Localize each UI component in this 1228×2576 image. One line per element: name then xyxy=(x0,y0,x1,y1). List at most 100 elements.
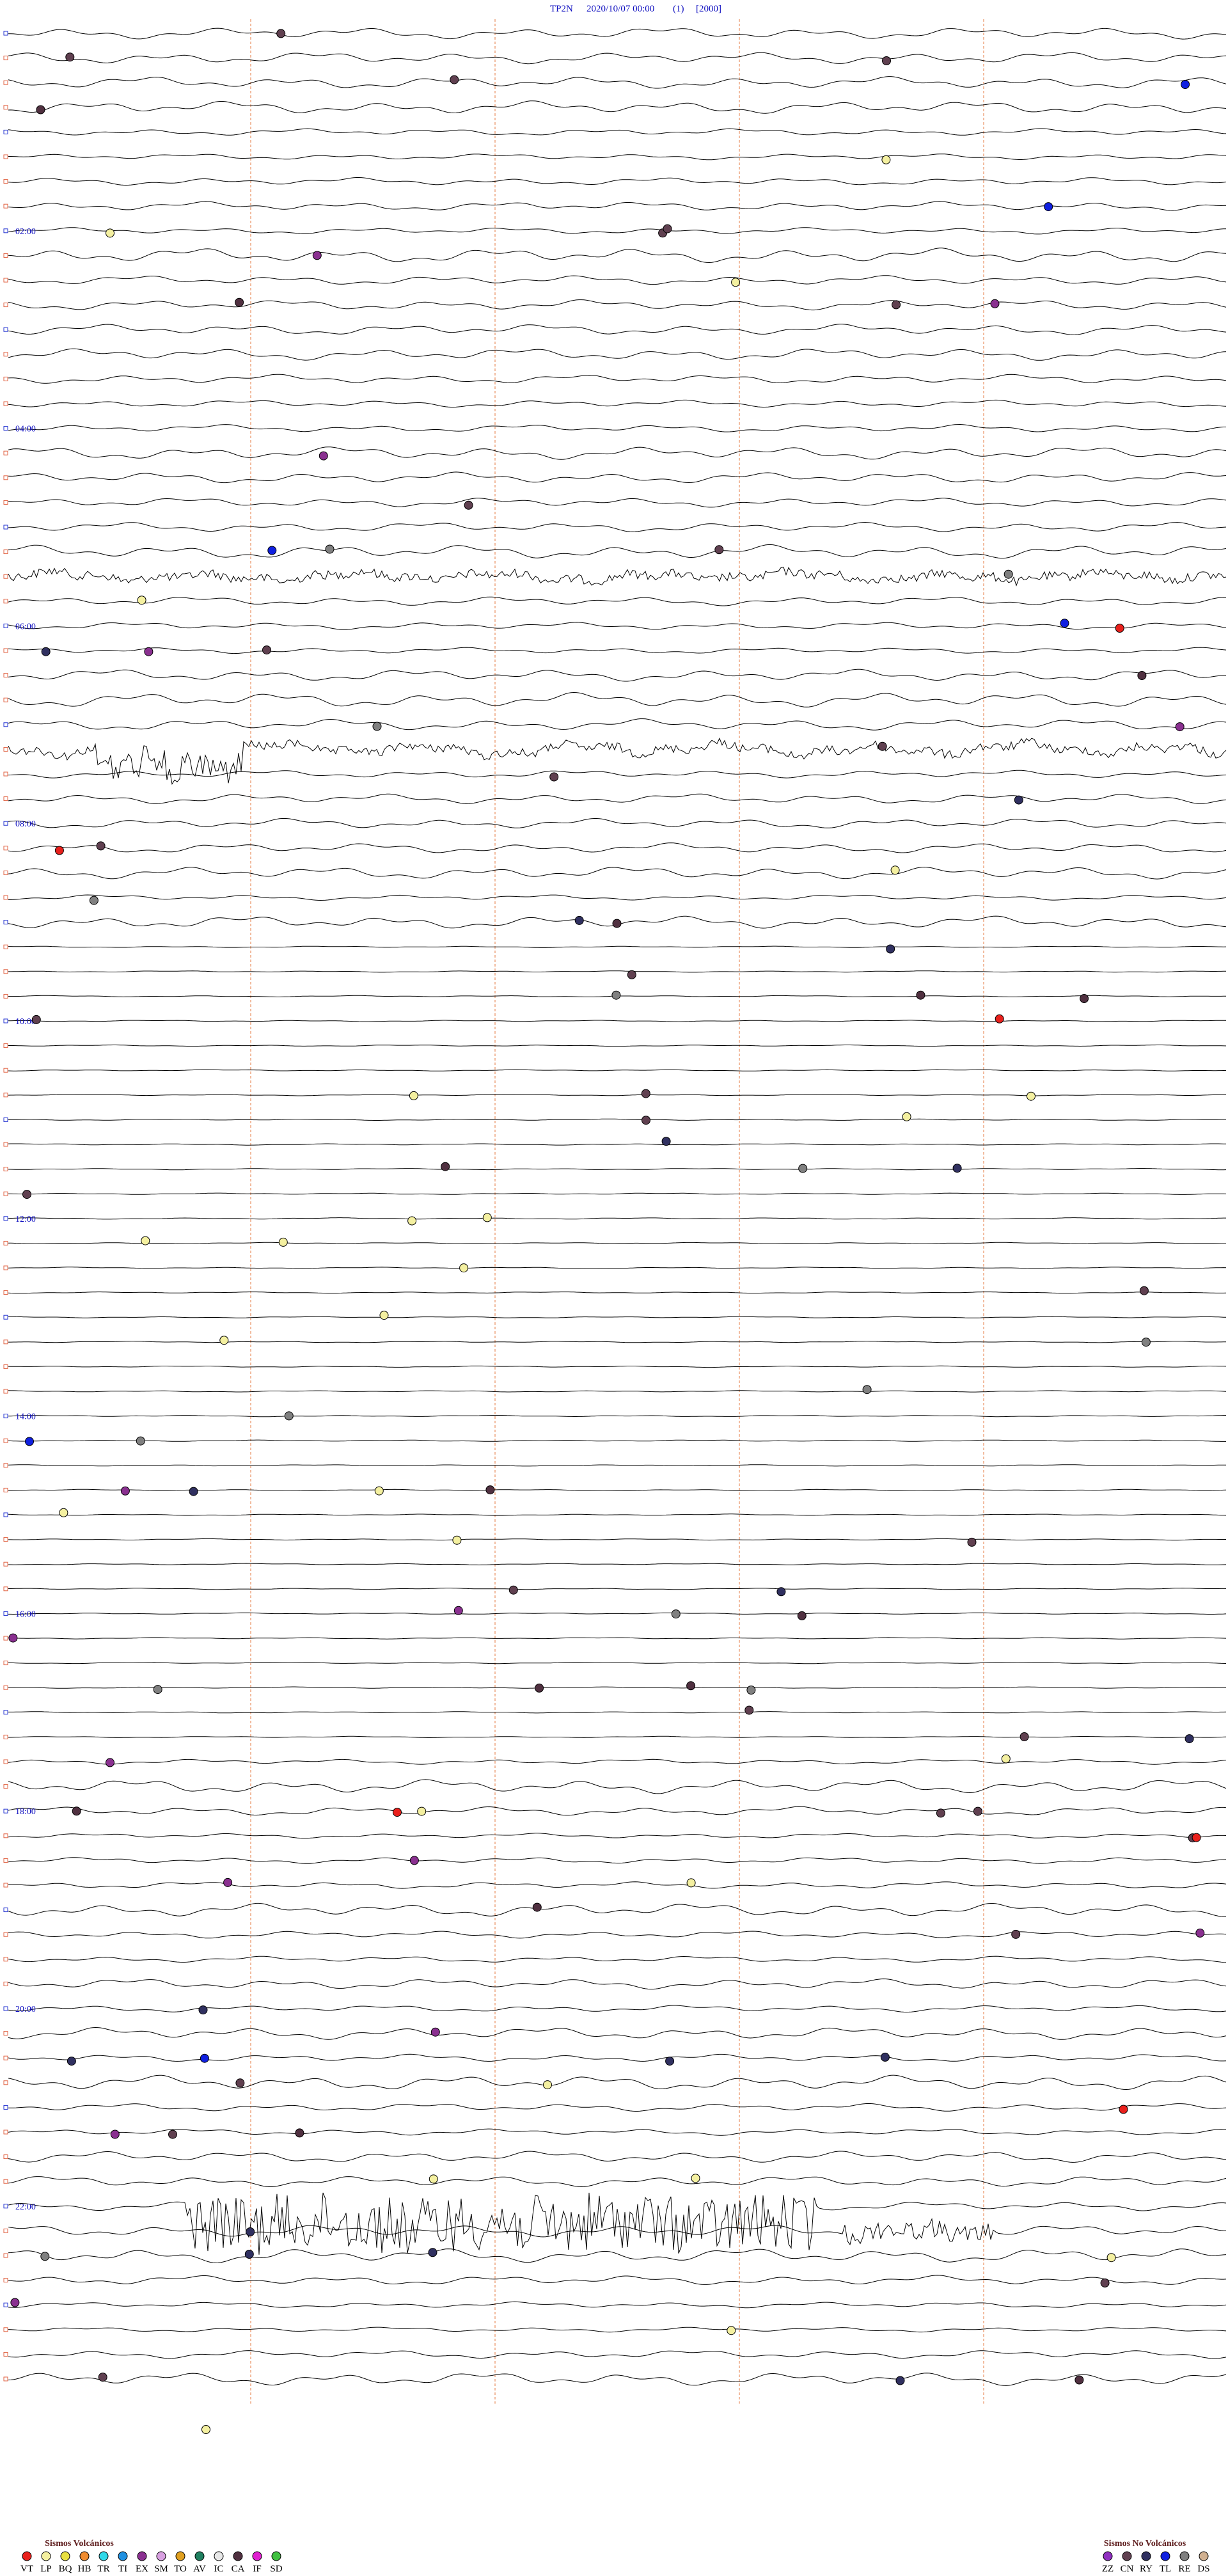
hour-label: 08:00 xyxy=(15,819,36,829)
trace xyxy=(8,2128,1227,2136)
event-marker xyxy=(612,919,622,928)
legend-label: EX xyxy=(136,2564,148,2574)
trace xyxy=(8,2027,1227,2040)
minute-tick xyxy=(3,2105,8,2110)
trace xyxy=(8,1806,1227,1816)
event-marker xyxy=(798,1164,808,1173)
minute-tick xyxy=(3,574,8,579)
trace xyxy=(8,793,1227,804)
event-marker xyxy=(219,1336,229,1345)
minute-tick xyxy=(3,1043,8,1048)
minute-tick xyxy=(3,2253,8,2258)
legend-swatch xyxy=(22,2551,32,2561)
datetime: 2020/10/07 00:00 xyxy=(586,4,654,14)
event-marker xyxy=(189,1487,198,1496)
legend-swatch xyxy=(1179,2551,1190,2561)
event-marker xyxy=(485,1485,495,1495)
event-marker xyxy=(8,1633,18,1643)
trace xyxy=(8,2074,1227,2090)
minute-tick xyxy=(3,2278,8,2283)
minute-tick xyxy=(3,1858,8,1863)
event-marker xyxy=(141,1236,150,1245)
legend-swatch xyxy=(214,2551,224,2561)
trace xyxy=(8,1069,1227,1071)
trace xyxy=(8,275,1227,285)
hour-label: 18:00 xyxy=(15,1807,36,1817)
hour-label: 20:00 xyxy=(15,2005,36,2014)
minute-tick xyxy=(3,303,8,308)
minute-tick xyxy=(3,2154,8,2160)
hour-label: 02:00 xyxy=(15,227,36,237)
minute-tick xyxy=(3,253,8,258)
event-marker xyxy=(746,1686,756,1695)
trace xyxy=(8,1217,1226,1220)
minute-tick xyxy=(3,2351,8,2357)
minute-tick xyxy=(3,1759,8,1764)
event-marker xyxy=(862,1385,872,1395)
event-marker xyxy=(407,1216,417,1226)
legend-label: RY xyxy=(1140,2564,1153,2574)
trace xyxy=(8,324,1227,335)
minute-tick xyxy=(3,1093,8,1098)
event-marker xyxy=(235,2078,245,2088)
minute-tick xyxy=(3,1710,8,1715)
event-marker xyxy=(797,1611,807,1620)
minute-tick xyxy=(3,1167,8,1172)
trace xyxy=(8,2350,1227,2359)
minute-tick xyxy=(3,475,8,480)
event-marker xyxy=(916,990,925,1000)
trace xyxy=(8,1711,1227,1714)
minute-tick xyxy=(3,80,8,85)
legend-swatch xyxy=(194,2551,205,2561)
legend-label: CA xyxy=(232,2564,245,2574)
minute-tick xyxy=(3,1636,8,1641)
trace xyxy=(8,2327,1227,2333)
event-marker xyxy=(441,1162,450,1171)
minute-tick xyxy=(3,1240,8,1245)
trace xyxy=(8,1020,1226,1022)
event-marker xyxy=(25,1437,34,1446)
event-marker xyxy=(535,1683,544,1693)
legend-label: BQ xyxy=(59,2564,72,2574)
minute-tick xyxy=(3,31,8,36)
trace xyxy=(8,1563,1227,1565)
minute-tick xyxy=(3,1142,8,1147)
trace xyxy=(8,100,1227,114)
event-marker xyxy=(543,2080,552,2090)
event-marker xyxy=(880,2052,890,2062)
event-marker xyxy=(144,647,154,656)
event-marker xyxy=(372,722,382,731)
event-marker xyxy=(201,2425,210,2434)
minute-tick xyxy=(3,1586,8,1592)
minute-tick xyxy=(3,278,8,283)
event-marker xyxy=(627,970,636,979)
trace xyxy=(8,1686,1227,1689)
trace xyxy=(8,1833,1227,1839)
minute-tick xyxy=(3,1685,8,1690)
event-marker xyxy=(453,1606,463,1615)
event-marker xyxy=(41,647,51,656)
trace xyxy=(8,201,1227,211)
trace xyxy=(8,770,1227,778)
hour-label: 14:00 xyxy=(15,1412,36,1422)
minute-tick xyxy=(3,1463,8,1468)
legend-label: AV xyxy=(193,2564,206,2574)
minute-tick xyxy=(3,203,8,209)
trace xyxy=(8,718,1227,731)
event-marker xyxy=(1060,619,1069,628)
event-marker xyxy=(244,2250,254,2259)
trace xyxy=(8,2151,1227,2163)
event-marker xyxy=(892,300,901,310)
trace xyxy=(8,1292,1227,1294)
trace xyxy=(8,668,1226,682)
event-marker xyxy=(549,772,559,782)
trace xyxy=(8,52,1227,65)
trace xyxy=(8,1267,1227,1269)
event-marker xyxy=(936,1808,945,1818)
event-marker xyxy=(882,56,891,65)
legend-swatch xyxy=(79,2551,90,2561)
event-marker xyxy=(482,1213,492,1222)
trace xyxy=(8,2301,1227,2309)
minute-tick xyxy=(3,179,8,184)
trace xyxy=(8,894,1227,901)
